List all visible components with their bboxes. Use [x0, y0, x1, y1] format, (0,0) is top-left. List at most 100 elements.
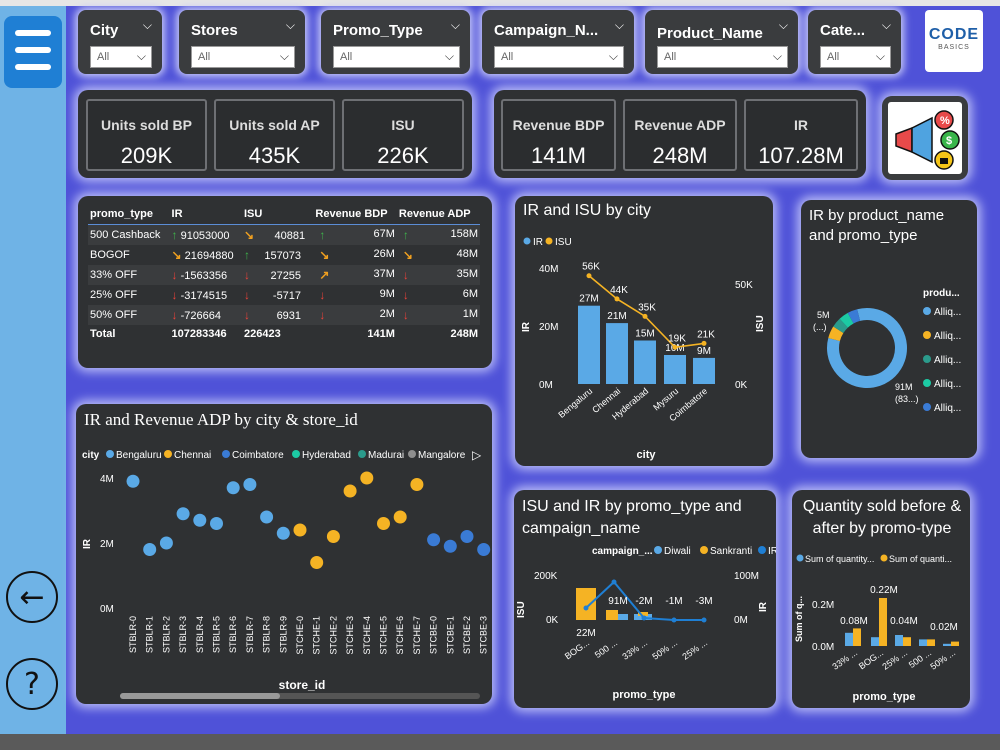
back-arrow-button[interactable]: ← — [6, 571, 58, 623]
chevron-down-icon[interactable]: ⌵ — [778, 18, 788, 32]
campaign-dropdown[interactable]: All ⌵ — [494, 46, 624, 68]
x-tick-label: STCHE-0 — [295, 616, 305, 655]
legend-label: Chennai — [174, 450, 211, 461]
slicer-promo-type[interactable]: Promo_Type ⌵ All ⌵ — [321, 10, 470, 74]
table-row[interactable]: BOGOF ↘ 21694880 ↑ 157073 ↘ 26M ↘ 48M — [88, 245, 480, 265]
legend-label: IR — [533, 237, 543, 248]
x-tick-label: STCBE-3 — [479, 616, 489, 654]
column-header[interactable]: Revenue BDP — [315, 208, 388, 220]
trend-arrow-icon: ↘ — [171, 248, 182, 262]
chevron-down-icon[interactable]: ⌵ — [881, 18, 891, 32]
legend-dot-icon — [654, 546, 662, 554]
chart-title: IR and Revenue ADP by city & store_id — [84, 410, 358, 429]
cell-revenue-bdp: ↓ 2M — [319, 308, 395, 322]
scatter-point — [293, 523, 307, 537]
chevron-down-icon[interactable]: ⌵ — [450, 18, 460, 32]
x-tick-label: 33% ... — [620, 637, 649, 661]
donut-slice — [828, 326, 844, 342]
chevron-down-icon[interactable]: ⌵ — [285, 18, 295, 32]
slicer-campaign-name[interactable]: Campaign_N... ⌵ All ⌵ — [482, 10, 634, 74]
data-label: -3M — [695, 596, 712, 607]
product-dropdown[interactable]: All ⌵ — [657, 46, 788, 68]
x-tick-label: STBLR-5 — [212, 616, 222, 653]
ir-point — [611, 579, 617, 585]
stores-dropdown[interactable]: All ⌵ — [191, 46, 295, 68]
table-row[interactable]: 33% OFF ↓ -1563356 ↓ 27255 ↗ 37M ↓ 35M — [88, 265, 480, 285]
x-tick-label: STBLR-4 — [195, 616, 205, 653]
bar-ir — [606, 323, 628, 384]
table-row[interactable]: 500 Cashback ↑ 91053000 ↘ 40881 ↑ 67M ↑ 158M — [88, 224, 480, 245]
trend-arrow-icon: ↘ — [402, 248, 413, 262]
megaphone-promo-icon: % $ — [888, 102, 962, 174]
slicer-product-name[interactable]: Product_Name ⌵ All ⌵ — [645, 10, 798, 74]
column-header[interactable]: IR — [171, 208, 183, 220]
isu-point — [614, 296, 620, 302]
cell-revenue-adp: ↓ 6M — [402, 288, 478, 302]
bar-after — [903, 637, 911, 646]
legend-label: Sum of quanti... — [889, 554, 952, 564]
ir-point — [583, 605, 589, 611]
bar-before — [895, 635, 903, 646]
slicer-title: Stores — [191, 22, 238, 39]
column-header[interactable]: Revenue ADP — [398, 208, 471, 220]
isu-point — [642, 313, 648, 319]
cell-ir: ↘ 21694880 — [171, 248, 234, 262]
slicer-city[interactable]: City ⌵ All ⌵ — [78, 10, 162, 74]
table-row[interactable]: 50% OFF ↓ -726664 ↓ 6931 ↓ 2M ↓ 1M — [88, 305, 480, 325]
help-button[interactable]: ? — [6, 658, 58, 710]
bar-before — [943, 643, 951, 646]
x-axis-label: store_id — [279, 678, 326, 692]
x-tick-label: STBLR-9 — [278, 616, 288, 653]
column-header[interactable]: promo_type — [90, 208, 153, 220]
chevron-down-icon[interactable]: ⌵ — [142, 18, 152, 32]
scatter-point — [159, 536, 173, 550]
legend-label: Alliq... — [934, 331, 961, 342]
chevron-down-icon[interactable]: ⌵ — [614, 18, 624, 32]
bar-sankranti — [606, 610, 618, 620]
x-tick-label: STCHE-3 — [345, 616, 355, 655]
menu-line-icon — [15, 64, 51, 70]
x-tick-label: STCHE-1 — [312, 616, 322, 655]
legend-label: Sum of quantity... — [805, 554, 874, 564]
legend-title: produ... — [923, 288, 960, 299]
cell-isu: ↓ 27255 — [243, 268, 302, 282]
x-tick-label: STBLR-1 — [145, 616, 155, 653]
cell-revenue-bdp: ↗ 37M — [319, 268, 395, 282]
legend-label: Alliq... — [934, 355, 961, 366]
x-tick-label: 500 ... — [907, 647, 933, 670]
x-tick-label: STBLR-8 — [262, 616, 272, 653]
cell-ir: ↓ -3174515 — [171, 288, 228, 302]
slicer-stores[interactable]: Stores ⌵ All ⌵ — [179, 10, 305, 74]
category-dropdown[interactable]: All ⌵ — [820, 46, 891, 68]
bar-after — [879, 598, 887, 646]
kpi-units-sold-bp: Units sold BP 209K — [86, 99, 207, 171]
city-dropdown[interactable]: All ⌵ — [90, 46, 152, 68]
table-row[interactable]: 25% OFF ↓ -3174515 ↓ -5717 ↓ 9M ↓ 6M — [88, 285, 480, 305]
chart-title: IR and ISU by city — [523, 202, 652, 219]
y-tick-label: 2M — [100, 539, 114, 550]
trend-arrow-icon: ↓ — [171, 268, 178, 282]
slice-label: (83...) — [895, 394, 919, 404]
chart-title: Quantity sold before & after by promo-ty… — [802, 498, 962, 537]
legend-dot-icon — [292, 450, 300, 458]
y-tick-label: 40M — [539, 264, 558, 275]
cell-isu: ↘ 40881 — [243, 228, 306, 242]
legend-dot-icon — [164, 450, 172, 458]
cell-revenue-bdp: ↑ 67M — [319, 228, 395, 242]
promo-type-dropdown[interactable]: All ⌵ — [333, 46, 460, 68]
y-tick-label: 0.2M — [812, 600, 834, 611]
menu-line-icon — [15, 30, 51, 36]
y-axis-label: Sum of q... — [794, 596, 804, 642]
column-header[interactable]: ISU — [243, 208, 263, 220]
bar-sankranti — [576, 588, 596, 620]
slicer-category[interactable]: Cate... ⌵ All ⌵ — [808, 10, 901, 74]
slicer-title: Campaign_N... — [494, 22, 599, 39]
chart-title: ISU and IR by promo_type and campaign_na… — [522, 498, 742, 537]
donut-slice — [847, 309, 861, 324]
hamburger-menu-button[interactable] — [4, 16, 62, 88]
trend-arrow-icon: ↑ — [171, 228, 178, 242]
dropdown-arrow-icon: ⌵ — [772, 49, 782, 63]
data-label: -1M — [665, 596, 682, 607]
legend-label: Alliq... — [934, 403, 961, 414]
legend-label: Bengaluru — [116, 450, 162, 461]
